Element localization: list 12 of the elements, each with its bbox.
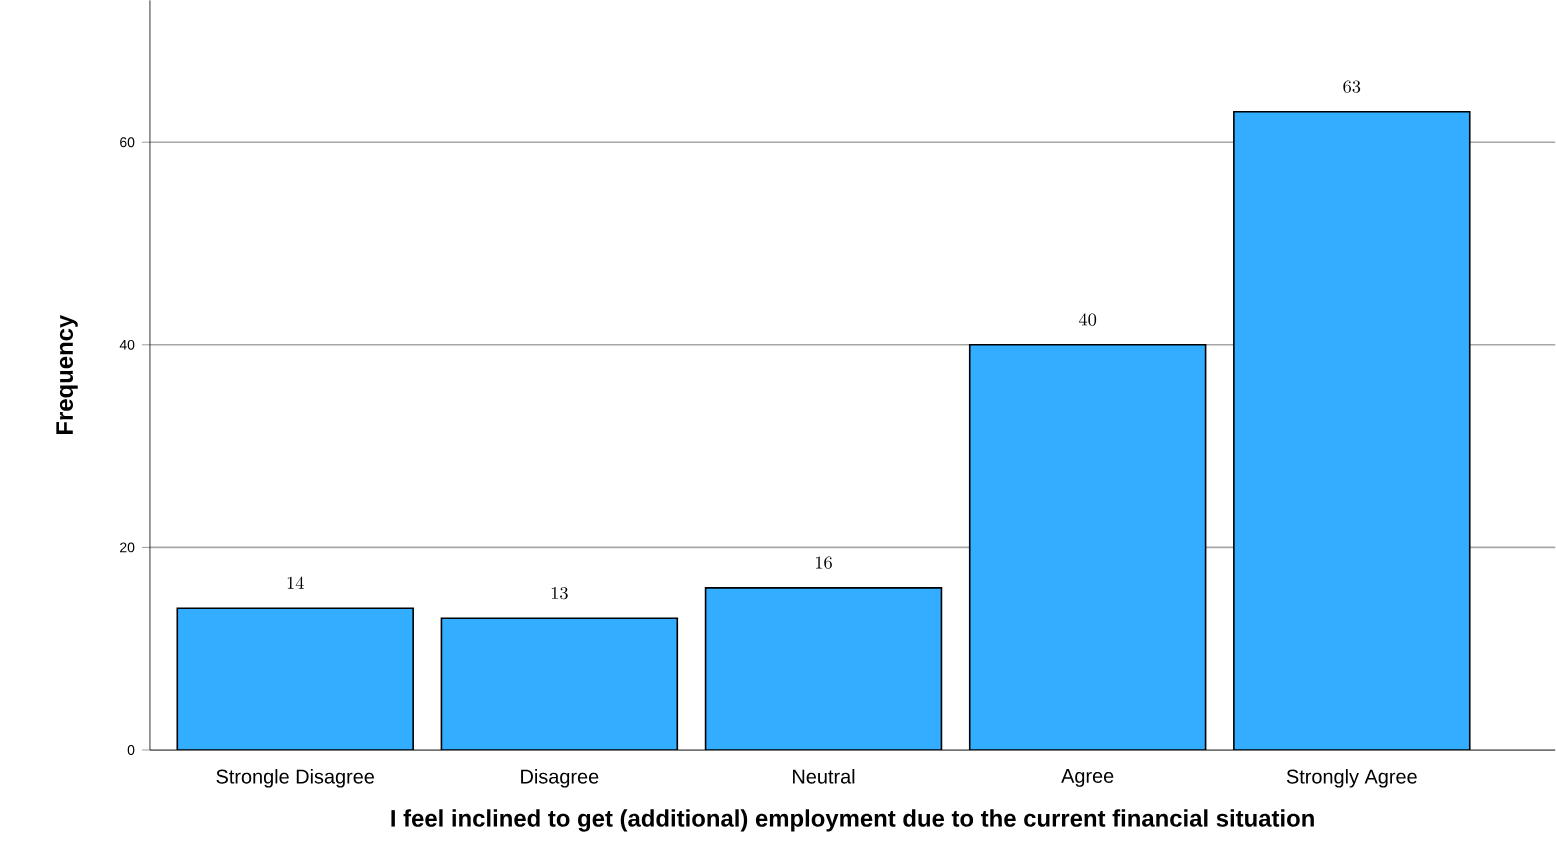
data-label: 13 bbox=[551, 586, 568, 600]
x-tick-label: Disagree bbox=[521, 769, 599, 788]
data-label: 63 bbox=[1343, 80, 1361, 93]
x-axis-title: I feel inclined to get (additional) employment due to the current financial situation bbox=[391, 809, 1314, 832]
x-tick-label: Neutral bbox=[793, 769, 855, 784]
x-tick-label: Strongly Agree bbox=[1286, 769, 1417, 788]
data-label: 14 bbox=[287, 576, 304, 589]
y-axis-title: Frequency bbox=[56, 314, 78, 435]
x-tick-label: Agree bbox=[1061, 769, 1114, 787]
x-tick-label: Strongle Disagree bbox=[216, 769, 374, 788]
data-label: 16 bbox=[815, 556, 832, 569]
data-label: 40 bbox=[1078, 313, 1097, 326]
